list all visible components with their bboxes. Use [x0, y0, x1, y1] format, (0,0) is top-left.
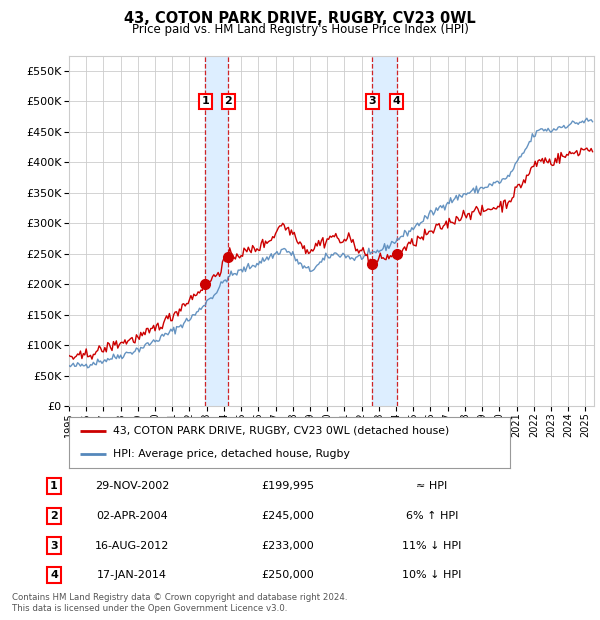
Text: 17-JAN-2014: 17-JAN-2014: [97, 570, 167, 580]
Text: 1: 1: [201, 97, 209, 107]
Text: 16-AUG-2012: 16-AUG-2012: [95, 541, 169, 551]
Bar: [372, 56, 397, 406]
Text: 02-APR-2004: 02-APR-2004: [96, 511, 168, 521]
Text: ≈ HPI: ≈ HPI: [416, 481, 448, 491]
Text: 6% ↑ HPI: 6% ↑ HPI: [406, 511, 458, 521]
Text: 4: 4: [393, 97, 401, 107]
Text: 10% ↓ HPI: 10% ↓ HPI: [403, 570, 461, 580]
Text: HPI: Average price, detached house, Rugby: HPI: Average price, detached house, Rugb…: [113, 450, 350, 459]
Text: 43, COTON PARK DRIVE, RUGBY, CV23 0WL (detached house): 43, COTON PARK DRIVE, RUGBY, CV23 0WL (d…: [113, 426, 449, 436]
Text: Price paid vs. HM Land Registry's House Price Index (HPI): Price paid vs. HM Land Registry's House …: [131, 23, 469, 36]
Text: 11% ↓ HPI: 11% ↓ HPI: [403, 541, 461, 551]
Text: 2: 2: [50, 511, 58, 521]
Text: 4: 4: [50, 570, 58, 580]
Text: Contains HM Land Registry data © Crown copyright and database right 2024.
This d: Contains HM Land Registry data © Crown c…: [12, 593, 347, 613]
Bar: [205, 56, 228, 406]
Text: £233,000: £233,000: [262, 541, 314, 551]
Text: £250,000: £250,000: [262, 570, 314, 580]
Text: 3: 3: [50, 541, 58, 551]
Text: 3: 3: [368, 97, 376, 107]
Text: £245,000: £245,000: [262, 511, 314, 521]
Text: 2: 2: [224, 97, 232, 107]
Text: 1: 1: [50, 481, 58, 491]
Text: 29-NOV-2002: 29-NOV-2002: [95, 481, 169, 491]
Text: £199,995: £199,995: [262, 481, 314, 491]
Text: 43, COTON PARK DRIVE, RUGBY, CV23 0WL: 43, COTON PARK DRIVE, RUGBY, CV23 0WL: [124, 11, 476, 26]
